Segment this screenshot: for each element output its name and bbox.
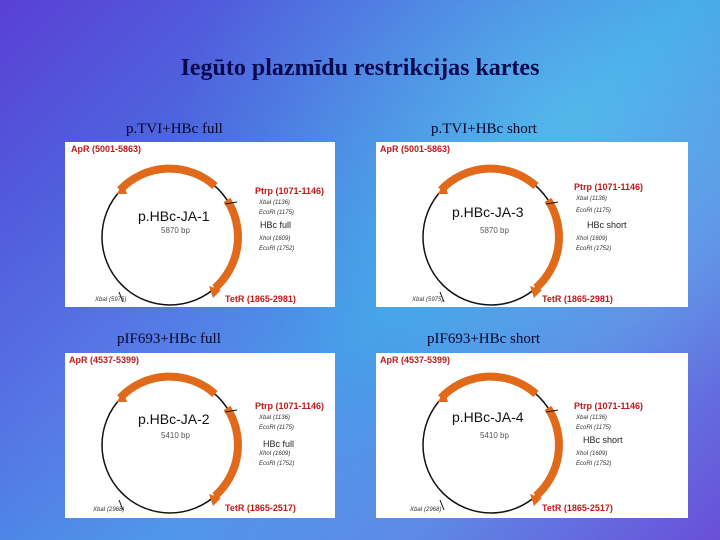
site-label-3: XhoI (1609) <box>576 236 608 242</box>
apr-gene-arc <box>117 164 218 193</box>
apr-label: ApR (4537-5399) <box>380 355 451 365</box>
site-label-2: EcoRI (1175) <box>576 208 611 214</box>
plasmid-name: p.HBc-JA-3 <box>452 204 524 220</box>
plasmid-size: 5870 bp <box>161 226 190 235</box>
site-label-1: XbaI (1136) <box>576 415 607 421</box>
tetr-arrowhead <box>209 494 221 506</box>
xbai-tick <box>118 291 124 303</box>
apr-label: ApR (4537-5399) <box>69 355 140 365</box>
page-title: Iegūto plazmīdu restrikcijas kartes <box>180 55 540 81</box>
xbai-tick <box>439 291 445 303</box>
tetr-arrowhead <box>530 286 542 298</box>
tetr-label: TetR (1865-2981) <box>225 294 296 304</box>
site-label-1: XbaI (1136) <box>576 196 607 202</box>
plasmid-map-panel-4: ApR (4537-5399) Ptrp (1071-1146) XbaI (1… <box>376 353 688 518</box>
site-tick <box>545 201 559 205</box>
tetr-label: TetR (1865-2517) <box>542 503 613 513</box>
plasmid-map-graphic <box>422 164 563 306</box>
tetr-gene-arc <box>212 405 242 499</box>
site-label-3: XhoI (1609) <box>259 451 291 457</box>
site-label-2: EcoRI (1175) <box>259 425 294 431</box>
site-label-1: XbaI (1136) <box>259 415 290 421</box>
tetr-gene-arc <box>212 197 242 291</box>
tetr-label: TetR (1865-2517) <box>225 503 296 513</box>
site-label-1: XbaI (1136) <box>259 200 290 206</box>
apr-arrowhead <box>117 390 127 402</box>
apr-gene-arc <box>117 372 218 401</box>
plasmid-map-panel-1: ApR (5001-5863) Ptrp (1071-1146) XbaI (1… <box>65 142 335 307</box>
insert-label: HBc short <box>586 220 628 230</box>
site-label-4: EcoRI (1752) <box>259 246 295 252</box>
bottom-site-label: XbaI (5975) <box>412 297 444 303</box>
site-label-3: XhoI (1609) <box>576 451 608 457</box>
caption-panel-3: pIF693+HBc full <box>117 331 221 347</box>
insert-label: HBc full <box>259 220 293 230</box>
apr-label: ApR (5001-5863) <box>71 144 142 154</box>
plasmid-name: p.HBc-JA-4 <box>452 409 524 425</box>
plasmid-name: p.HBc-JA-2 <box>138 411 210 427</box>
tetr-arrowhead <box>530 494 542 506</box>
plasmid-name: p.HBc-JA-1 <box>138 208 210 224</box>
plasmid-size: 5410 bp <box>480 431 509 440</box>
apr-gene-arc <box>438 164 539 193</box>
tetr-arrowhead <box>209 286 221 298</box>
ptrp-label: Ptrp (1071-1146) <box>574 182 644 192</box>
bottom-site-label: XbaI (2968) <box>93 507 125 513</box>
plasmid-map-panel-2: ApR (5001-5863) Ptrp (1071-1146) XbaI (1… <box>376 142 688 307</box>
site-tick <box>224 201 238 205</box>
ptrp-label: Ptrp (1071-1146) <box>255 401 325 411</box>
site-label-2: EcoRI (1175) <box>259 210 294 216</box>
insert-label: HBc full <box>262 439 296 449</box>
plasmid-map-panel-3: ApR (4537-5399) Ptrp (1071-1146) XbaI (1… <box>65 353 335 518</box>
site-label-4: EcoRI (1752) <box>259 461 295 467</box>
plasmid-map-graphic <box>101 164 242 306</box>
site-tick <box>545 409 559 413</box>
site-tick <box>224 409 238 413</box>
plasmid-map-graphic <box>422 372 563 514</box>
tetr-gene-arc <box>533 197 563 291</box>
xbai-tick <box>118 499 124 511</box>
insert-label: HBc short <box>582 435 624 445</box>
bottom-site-label: XbaI (2968) <box>410 507 442 513</box>
apr-arrowhead <box>438 182 448 194</box>
plasmid-size: 5410 bp <box>161 431 190 440</box>
site-label-4: EcoRI (1752) <box>576 461 612 467</box>
tetr-gene-arc <box>533 405 563 499</box>
apr-arrowhead <box>117 182 127 194</box>
site-label-3: XhoI (1609) <box>259 236 291 242</box>
site-label-4: EcoRI (1752) <box>576 246 612 252</box>
ptrp-label: Ptrp (1071-1146) <box>255 186 325 196</box>
apr-label: ApR (5001-5863) <box>380 144 451 154</box>
apr-arrowhead <box>438 390 448 402</box>
tetr-label: TetR (1865-2981) <box>542 294 613 304</box>
ptrp-label: Ptrp (1071-1146) <box>574 401 644 411</box>
plasmid-size: 5870 bp <box>480 226 509 235</box>
plasmid-map-graphic <box>101 372 242 514</box>
caption-panel-2: p.TVI+HBc short <box>431 121 537 137</box>
caption-panel-1: p.TVI+HBc full <box>126 121 223 137</box>
xbai-tick <box>439 499 445 511</box>
bottom-site-label: XbaI (5975) <box>95 297 127 303</box>
site-label-2: EcoRI (1175) <box>576 425 611 431</box>
caption-panel-4: pIF693+HBc short <box>427 331 541 347</box>
apr-gene-arc <box>438 372 539 401</box>
